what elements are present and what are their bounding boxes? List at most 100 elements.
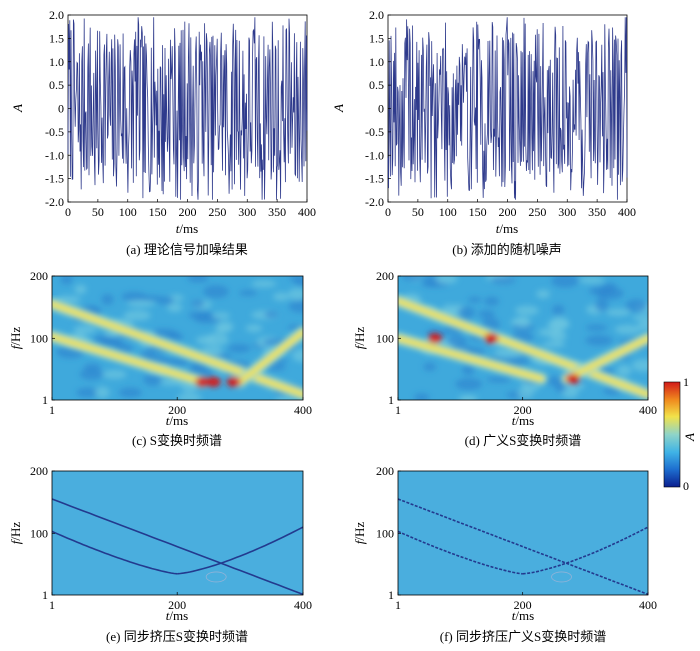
noise-blob — [625, 299, 647, 312]
noise-blob — [606, 308, 631, 317]
y-tick-label: 0.5 — [369, 78, 384, 92]
sst-ridge — [398, 530, 523, 575]
x-tick-label: 200 — [514, 598, 532, 612]
y-tick-label: -1.0 — [45, 148, 64, 162]
noise-blob — [585, 335, 613, 346]
y-tick-label: -0.5 — [365, 125, 384, 139]
noise-blob — [157, 296, 174, 305]
y-ticks-e: 1 100 200 — [30, 464, 55, 602]
noise-blob — [478, 310, 495, 319]
noise-blob — [123, 310, 151, 321]
noise-blob — [126, 300, 155, 308]
y-tick-label: 1.5 — [369, 31, 384, 45]
noise-blob — [275, 396, 295, 400]
sst-ridge — [522, 526, 648, 575]
noise-blob — [551, 276, 579, 288]
noise-blob — [549, 329, 567, 342]
y-ticks-b: -2.0 -1.5 -1.0 -0.5 0 0.5 1.0 1.5 2.0 — [365, 8, 391, 209]
x-tick-label: 300 — [238, 205, 256, 219]
xlabel-a-unit: /ms — [179, 221, 198, 236]
noise-blob — [79, 368, 104, 380]
y-tick-label: 2.0 — [49, 8, 64, 22]
y-tick-label: 1.0 — [369, 55, 384, 69]
x-tick-label: 250 — [528, 205, 546, 219]
noise-blob — [188, 310, 214, 320]
noise-blob — [121, 291, 147, 302]
x-tick-label: 0 — [65, 205, 71, 219]
sst-bg-f — [398, 471, 648, 595]
xlabel-f-unit: /ms — [515, 608, 534, 623]
xlabel-a-var: t — [176, 221, 180, 236]
x-ticks-a: 0 50 100 150 200 250 300 350 400 — [65, 199, 316, 219]
noise-blob — [515, 316, 531, 328]
panel-d: 1 200 400 1 100 200 f/Hz t/ms (d) 广义S变换时频谱 — [352, 269, 657, 448]
noise-blob — [264, 311, 279, 318]
x-tick-label: 100 — [119, 205, 137, 219]
y-tick-label: -1.5 — [45, 172, 64, 186]
xlabel-c: t/ms — [166, 413, 188, 428]
noise-blob — [139, 351, 155, 360]
noise-blob — [288, 288, 303, 301]
x-tick-label: 200 — [179, 205, 197, 219]
ylabel-f: f/Hz — [352, 522, 367, 545]
xlabel-b-var: t — [496, 221, 500, 236]
energy-peak — [226, 376, 241, 387]
crossing-artifact — [551, 571, 572, 583]
ylabel-e-unit: /Hz — [8, 522, 23, 541]
x-ticks-d: 1 200 400 — [395, 397, 657, 417]
panel-f: 1 200 400 1 100 200 f/Hz t/ms (f) 同步挤压广义S变换时… — [352, 464, 657, 644]
sst-ridge — [52, 530, 178, 575]
y-tick-label: 1 — [42, 393, 48, 407]
ylabel-e: f/Hz — [8, 522, 23, 545]
noise-blob — [447, 335, 467, 347]
x-tick-label: 1 — [395, 403, 401, 417]
sst-ridges-f — [398, 498, 648, 595]
noise-blob — [637, 319, 648, 331]
noise-blob — [595, 298, 609, 312]
crossing-artifact — [205, 571, 227, 583]
noise-blob — [272, 292, 290, 301]
noise-blob — [177, 393, 202, 400]
noise-blob — [76, 387, 99, 398]
xlabel-d-unit: /ms — [515, 413, 534, 428]
y-tick-label: -1.5 — [365, 172, 384, 186]
noise-blob — [414, 393, 430, 400]
y-tick-label: 0 — [58, 102, 64, 116]
ridge-core — [398, 297, 648, 398]
xlabel-a: t/ms — [176, 221, 198, 236]
panel-e: 1 200 400 1 100 200 f/Hz t/ms (e) 同步挤压S变换时频谱 — [8, 464, 312, 644]
ridge-core — [398, 335, 545, 382]
panel-a: 0 50 100 150 200 250 300 350 400 -2.0 -1.5 -1.0 -0.… — [10, 8, 316, 257]
noise-blob — [288, 276, 303, 282]
noise-blob — [503, 357, 530, 366]
sst-ridges-e — [52, 498, 303, 595]
x-tick-label: 350 — [588, 205, 606, 219]
x-tick-label: 200 — [168, 598, 186, 612]
y-tick-label: -0.5 — [45, 125, 64, 139]
x-tick-label: 1 — [49, 403, 55, 417]
heatmap-ridges — [52, 298, 303, 400]
noise-blob — [588, 286, 614, 296]
noise-blob — [95, 386, 110, 399]
xlabel-e-var: t — [166, 608, 170, 623]
y-tick-label: 100 — [30, 331, 48, 345]
signal-line — [67, 17, 308, 200]
ylabel-d: f/Hz — [352, 327, 367, 350]
x-tick-label: 400 — [639, 403, 657, 417]
x-tick-label: 400 — [294, 598, 312, 612]
x-tick-label: 300 — [558, 205, 576, 219]
energy-peak — [206, 376, 221, 387]
y-tick-label: 1 — [388, 393, 394, 407]
energy-peak — [427, 333, 442, 344]
xlabel-e: t/ms — [166, 608, 188, 623]
panel-c: 1 200 400 1 100 200 f/Hz t/ms (c) S变换时频谱 — [8, 269, 312, 448]
ylabel-f-unit: /Hz — [352, 522, 367, 541]
x-tick-label: 50 — [412, 205, 424, 219]
noise-blob — [118, 387, 142, 398]
noise-blob — [251, 280, 277, 288]
noise-blob — [167, 332, 184, 342]
x-tick-label: 400 — [294, 403, 312, 417]
colorbar-label: A — [682, 433, 697, 442]
noise-blob — [191, 299, 205, 308]
x-ticks-f: 1 200 400 — [395, 592, 657, 612]
